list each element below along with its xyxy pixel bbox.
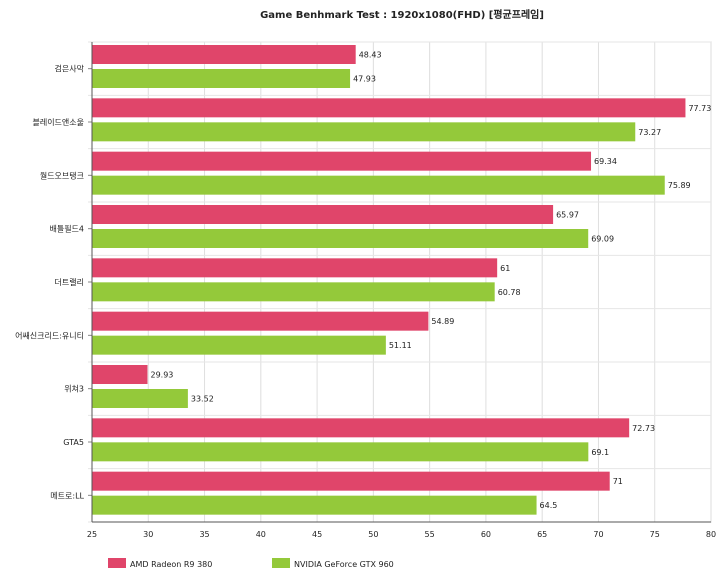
bar <box>92 122 636 142</box>
data-label: 48.43 <box>359 51 382 60</box>
data-label: 54.89 <box>431 317 454 326</box>
x-tick-label: 35 <box>199 530 209 539</box>
data-label: 60.78 <box>498 288 521 297</box>
bar <box>92 335 386 355</box>
y-category-label: 위쳐3 <box>64 385 84 394</box>
x-tick-label: 45 <box>312 530 322 539</box>
x-tick-label: 40 <box>256 530 266 539</box>
grid <box>88 41 712 523</box>
data-label: 69.34 <box>594 157 617 166</box>
data-label: 75.89 <box>668 181 691 190</box>
data-label: 71 <box>613 477 623 486</box>
x-tick-label: 80 <box>706 530 716 539</box>
data-label: 69.09 <box>591 235 614 244</box>
y-category-label: 블레이드앤소울 <box>32 117 84 127</box>
x-tick-label: 30 <box>143 530 153 539</box>
legend-label: NVIDIA GeForce GTX 960 <box>294 560 394 569</box>
legend-swatch <box>108 558 126 568</box>
bar <box>92 311 429 331</box>
bar <box>92 471 610 491</box>
bar <box>92 282 495 302</box>
bar <box>92 389 188 408</box>
data-label: 33.52 <box>191 395 214 404</box>
data-label: 77.73 <box>688 104 711 113</box>
data-label: 69.1 <box>591 448 609 457</box>
data-label: 73.27 <box>638 128 661 137</box>
bar <box>92 175 665 195</box>
bar <box>92 418 630 438</box>
y-category-label: 메트로:LL <box>50 491 84 500</box>
data-label: 29.93 <box>150 371 173 380</box>
y-category-label: GTA5 <box>63 438 84 447</box>
data-label: 61 <box>500 264 510 273</box>
bar <box>92 205 554 224</box>
bar <box>92 151 592 171</box>
y-category-label: 월드오브탱크 <box>40 170 84 180</box>
x-tick-label: 75 <box>650 530 660 539</box>
bar <box>92 365 148 384</box>
bar <box>92 98 686 118</box>
x-tick-label: 65 <box>537 530 547 539</box>
data-label: 64.5 <box>540 501 558 510</box>
plot-area <box>91 41 712 523</box>
axes: 25 30 35 40 45 50 55 60 65 70 75 80 검은사막블레이드앤소울월드오브탱… <box>15 42 716 539</box>
legend-swatch <box>272 558 290 568</box>
bar <box>92 495 537 515</box>
x-tick-label: 25 <box>87 530 97 539</box>
data-label: 65.97 <box>556 211 579 220</box>
y-category-label: 배틀필드4 <box>49 224 84 234</box>
bar <box>92 229 589 248</box>
data-label: 47.93 <box>353 75 376 84</box>
x-tick-label: 70 <box>593 530 603 539</box>
bar <box>92 69 351 88</box>
data-label: 72.73 <box>632 424 655 433</box>
bar <box>92 442 589 462</box>
y-category-label: 더트랠리 <box>55 278 84 287</box>
bar <box>92 45 356 64</box>
y-category-label: 어쌔신크리드:유니티 <box>15 330 84 340</box>
x-tick-label: 60 <box>481 530 491 539</box>
y-category-label: 검은사막 <box>55 64 85 74</box>
chart-title: Game Benhmark Test : 1920x1080(FHD) [평균프… <box>260 8 544 21</box>
data-label: 51.11 <box>389 341 412 350</box>
legend-label: AMD Radeon R9 380 <box>130 560 212 569</box>
bars: 48.43 47.93 77.73 73.27 69.34 75.89 65.97 69.09… <box>92 45 711 515</box>
bar <box>92 258 498 278</box>
x-tick-label: 50 <box>368 530 378 539</box>
legend: AMD Radeon R9 380 NVIDIA GeForce GTX 960 <box>108 558 394 569</box>
x-tick-label: 55 <box>425 530 435 539</box>
